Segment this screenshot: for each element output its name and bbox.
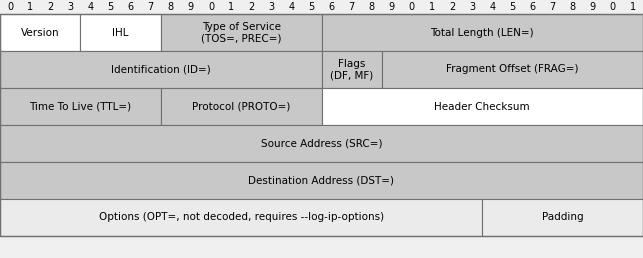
Text: 8: 8 [368,2,375,12]
Text: 5: 5 [107,2,114,12]
Text: 9: 9 [188,2,194,12]
Text: 7: 7 [148,2,154,12]
Text: Fragment Offset (FRAG=): Fragment Offset (FRAG=) [446,64,579,75]
Text: 1: 1 [228,2,234,12]
Bar [161,88,322,125]
Text: 1: 1 [27,2,33,12]
Bar [322,14,643,51]
Text: Version: Version [21,28,60,37]
Text: Options (OPT=, not decoded, requires --log-ip-options): Options (OPT=, not decoded, requires --l… [98,213,384,222]
Text: 0: 0 [610,2,616,12]
Text: 9: 9 [389,2,395,12]
Text: Padding: Padding [542,213,583,222]
Text: 4: 4 [288,2,294,12]
Text: 2: 2 [248,2,254,12]
Bar [382,51,643,88]
Bar [80,14,161,51]
Text: 7: 7 [349,2,355,12]
Bar [161,14,322,51]
Bar [482,199,643,236]
Text: 3: 3 [469,2,475,12]
Text: 2: 2 [47,2,53,12]
Text: 1: 1 [429,2,435,12]
Text: 9: 9 [590,2,596,12]
Text: 5: 5 [509,2,516,12]
Bar [0,162,643,199]
Text: Time To Live (TTL=): Time To Live (TTL=) [30,101,131,111]
Text: 1: 1 [630,2,636,12]
Text: Total Length (LEN=): Total Length (LEN=) [430,28,534,37]
Text: 8: 8 [168,2,174,12]
Text: 0: 0 [7,2,13,12]
Bar [0,199,482,236]
Text: Protocol (PROTO=): Protocol (PROTO=) [192,101,290,111]
Text: 8: 8 [570,2,575,12]
Text: 6: 6 [529,2,536,12]
Text: Destination Address (DST=): Destination Address (DST=) [248,175,395,186]
Text: Type of Service
(TOS=, PREC=): Type of Service (TOS=, PREC=) [201,22,282,43]
Bar [322,51,382,88]
Text: 3: 3 [268,2,275,12]
Text: Flags
(DF, MF): Flags (DF, MF) [330,59,374,80]
Text: 4: 4 [489,2,495,12]
Text: Header Checksum: Header Checksum [435,101,530,111]
Bar [0,14,80,51]
Text: 7: 7 [550,2,556,12]
Text: IHL: IHL [113,28,129,37]
Text: 4: 4 [87,2,93,12]
Text: 6: 6 [329,2,334,12]
Text: 6: 6 [127,2,134,12]
Text: 2: 2 [449,2,455,12]
Text: 5: 5 [309,2,314,12]
Text: 3: 3 [68,2,73,12]
Bar [0,88,161,125]
Bar [322,88,643,125]
Text: Source Address (SRC=): Source Address (SRC=) [261,139,382,149]
Text: 0: 0 [409,2,415,12]
Text: 0: 0 [208,2,214,12]
Bar [0,51,322,88]
Bar [0,14,643,236]
Text: Identification (ID=): Identification (ID=) [111,64,211,75]
Bar [0,125,643,162]
